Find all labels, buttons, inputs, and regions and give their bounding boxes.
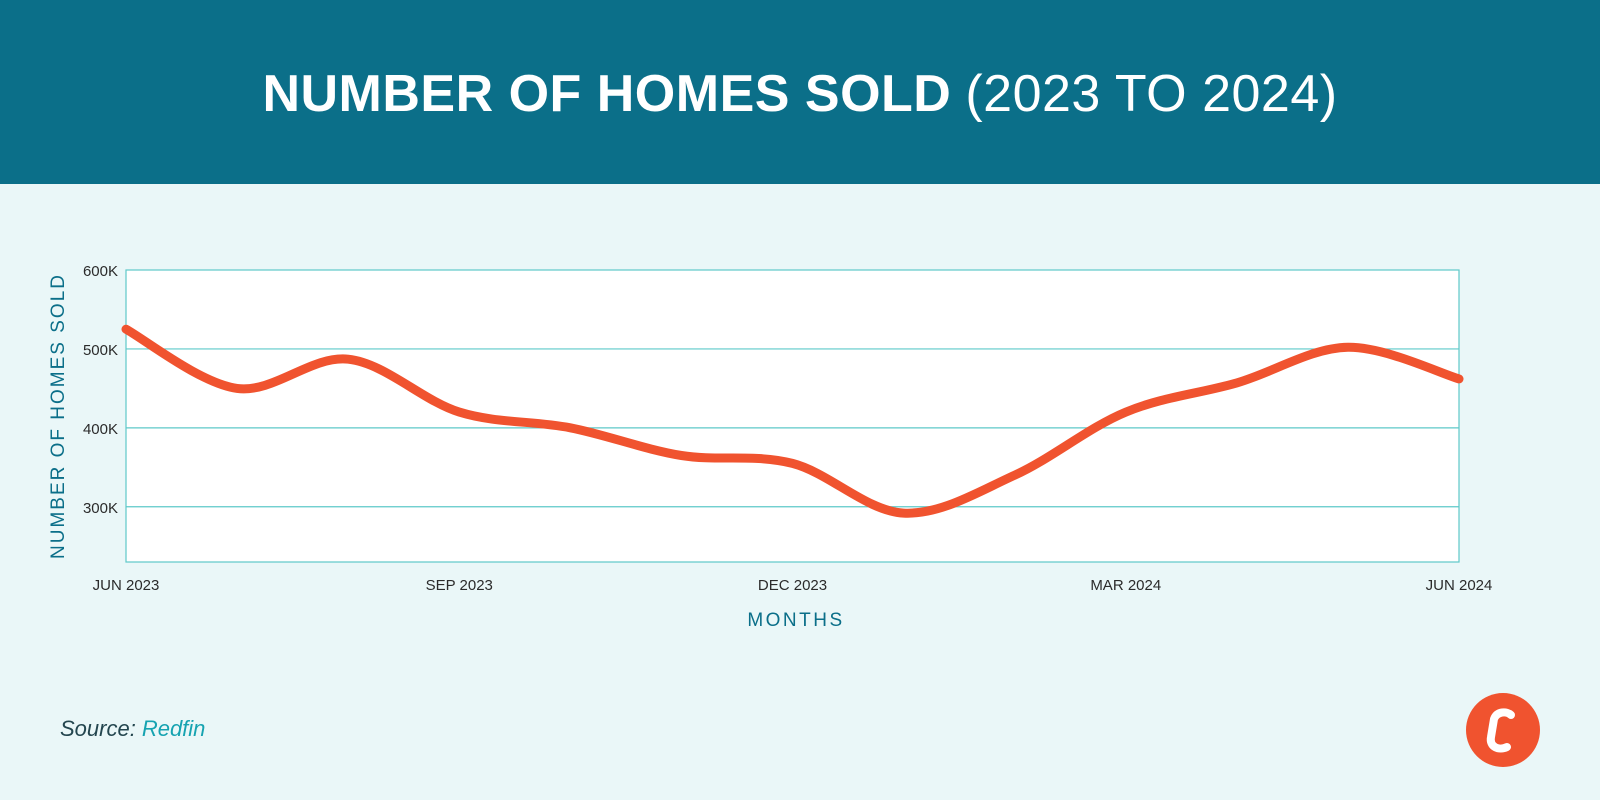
gridlines — [126, 348, 1459, 508]
title-bold: NUMBER OF HOMES SOLD — [262, 65, 952, 123]
x-tick-label: MAR 2024 — [1090, 577, 1161, 594]
x-tick-label: SEP 2023 — [426, 577, 493, 594]
source-link[interactable]: Redfin — [141, 716, 206, 741]
x-tick-label: JUN 2024 — [1426, 577, 1493, 594]
plot-area — [125, 269, 1460, 563]
y-axis-title: NUMBER OF HOMES SOLD — [48, 273, 69, 559]
logo-mark — [1486, 708, 1515, 753]
x-tick-labels: JUN 2023 SEP 2023 DEC 2023 MAR 2024 JUN 2024 — [93, 577, 1493, 594]
header-banner: NUMBER OF HOMES SOLD (2023 TO 2024) — [0, 0, 1600, 184]
y-tick-label: 400K — [83, 421, 118, 438]
y-tick-label: 500K — [83, 342, 118, 359]
y-tick-label: 600K — [83, 263, 118, 280]
brand-logo: C — [1466, 693, 1540, 767]
x-tick-label: JUN 2023 — [93, 577, 160, 594]
source-label: Source: — [60, 716, 136, 741]
series-line — [121, 324, 1464, 518]
logo-letter-shape — [1486, 708, 1515, 753]
x-tick-label: DEC 2023 — [758, 577, 827, 594]
x-axis-title: MONTHS — [747, 610, 844, 631]
source-note: Source: Redfin — [60, 716, 205, 742]
chart-title: NUMBER OF HOMES SOLD (2023 TO 2024) — [262, 68, 1337, 120]
title-light: (2023 TO 2024) — [965, 65, 1338, 123]
y-tick-label: 300K — [83, 500, 118, 517]
y-tick-labels: 600K 500K 400K 300K — [83, 263, 118, 517]
